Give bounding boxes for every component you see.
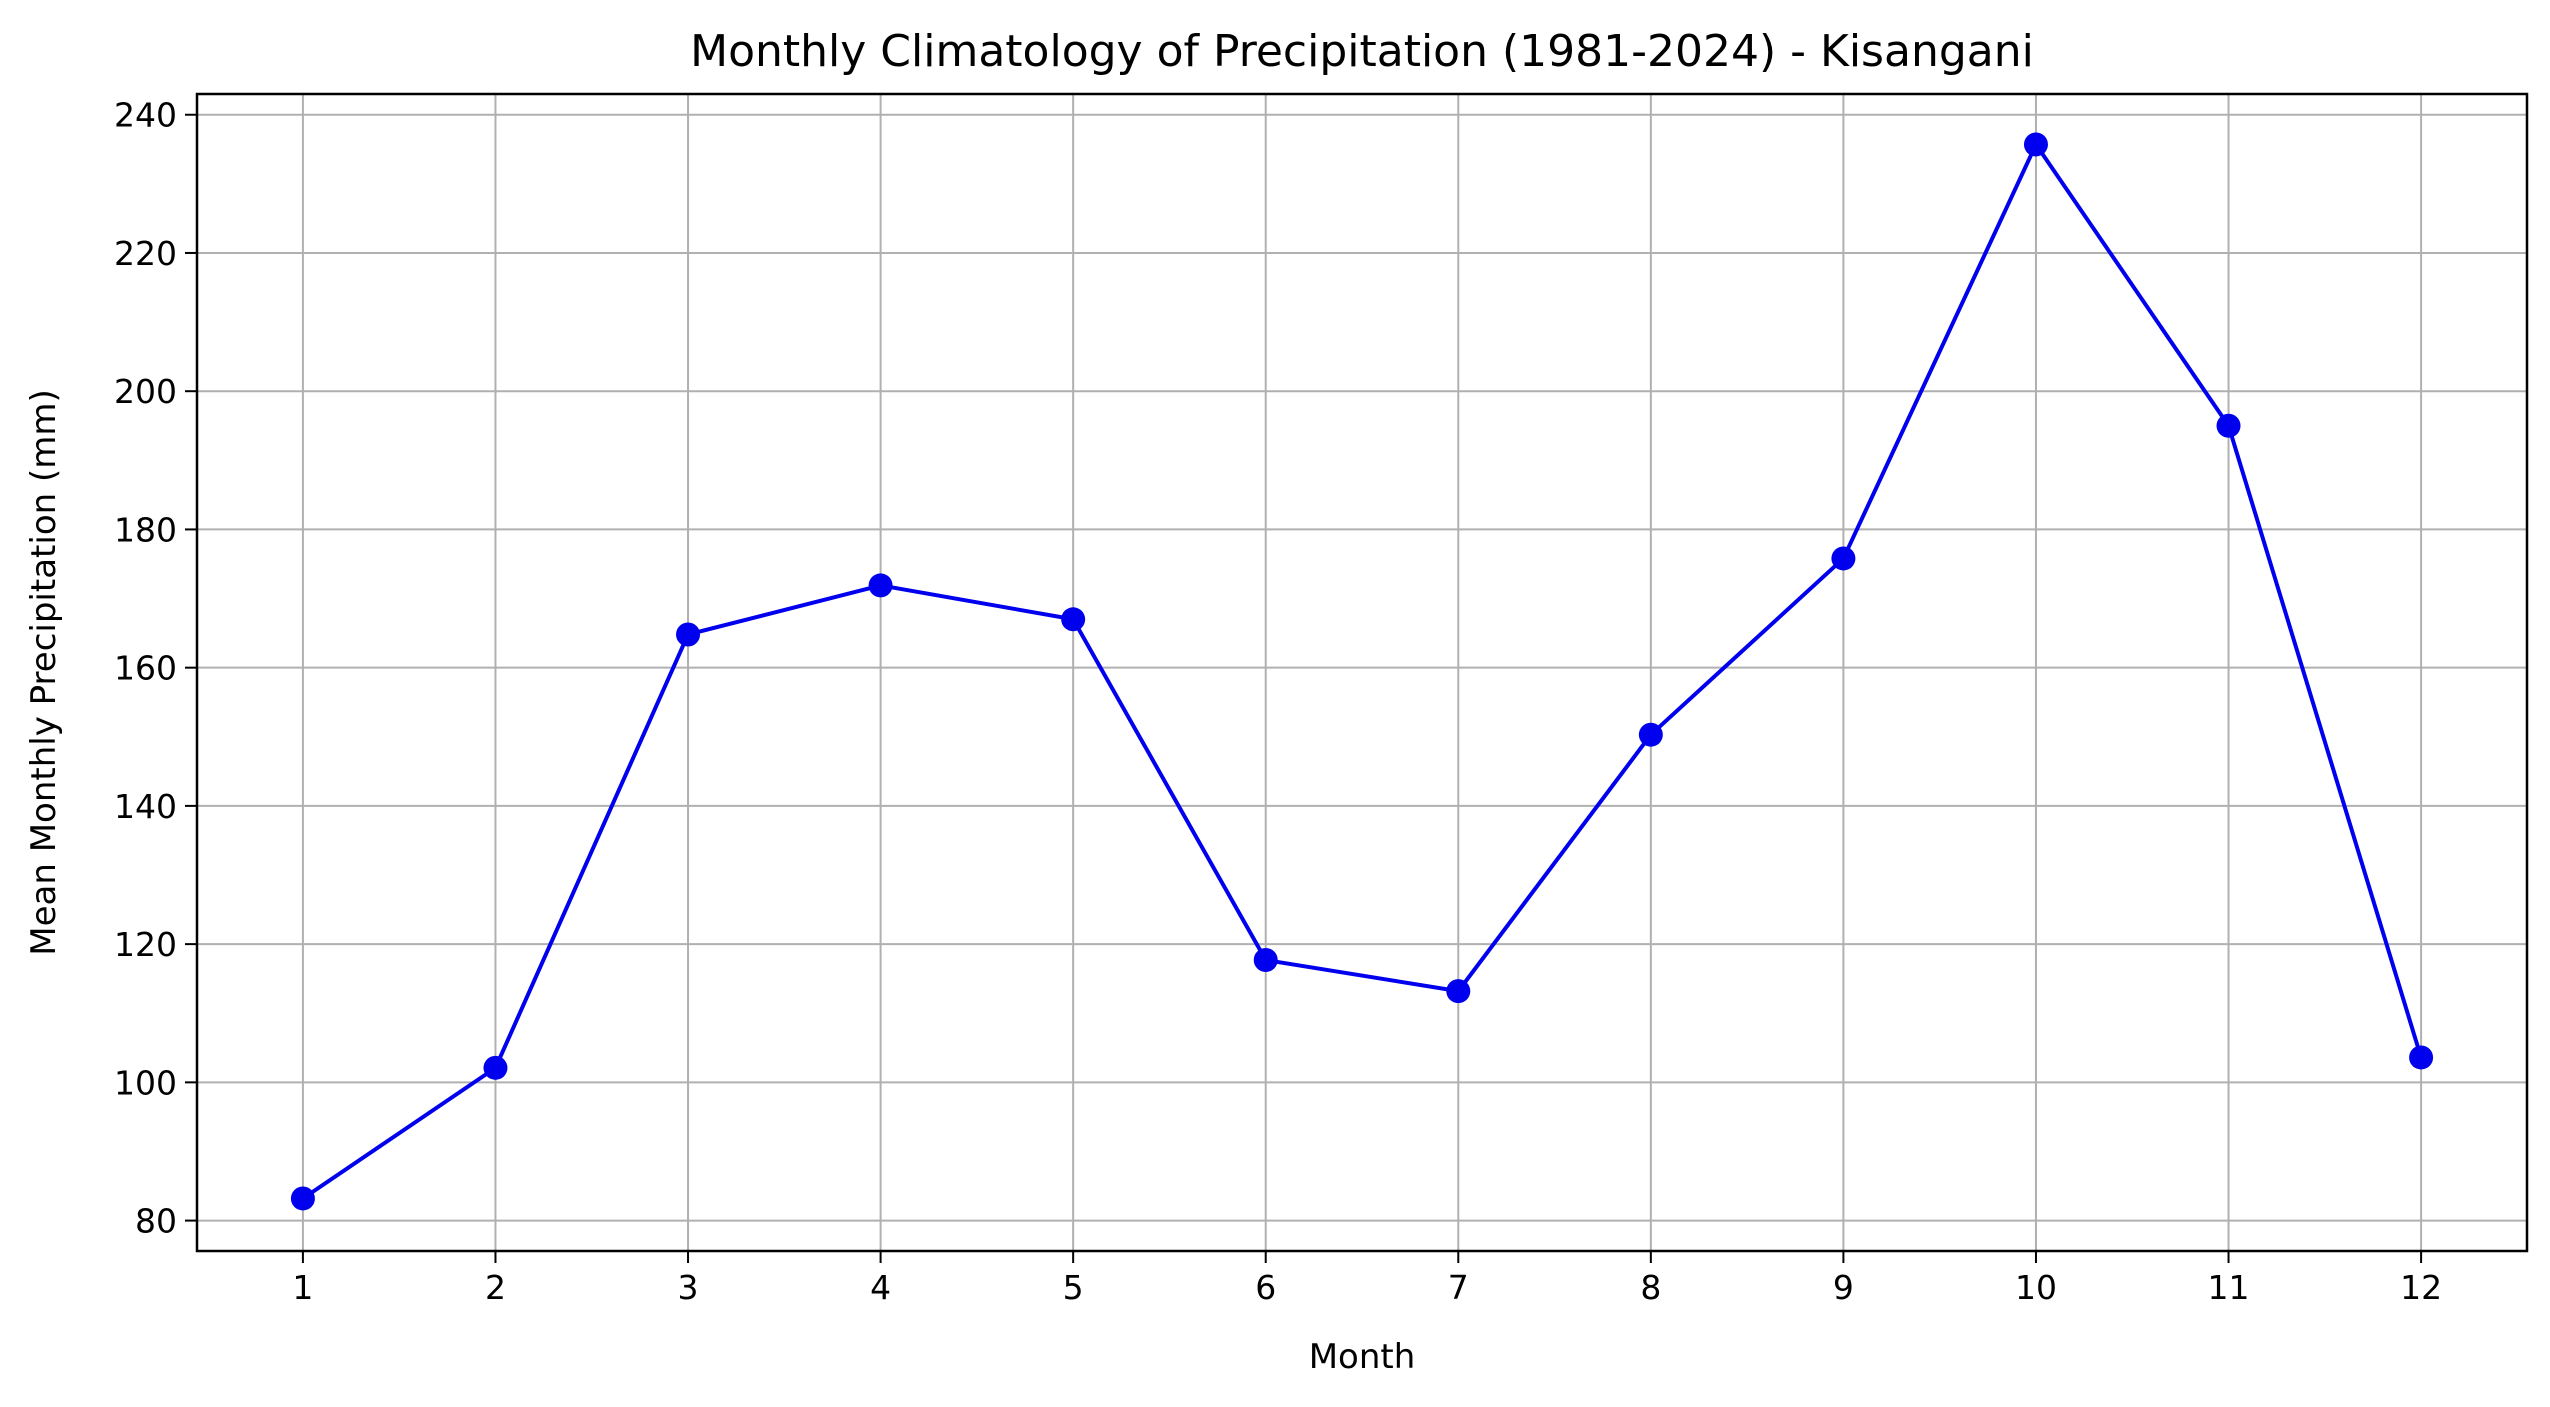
x-tick-label: 8: [1640, 1268, 1661, 1307]
data-point: [676, 622, 701, 647]
data-point: [1061, 607, 1086, 632]
x-tick-label: 4: [870, 1268, 891, 1307]
y-tick-label: 240: [114, 96, 177, 135]
x-tick-label: 12: [2400, 1268, 2442, 1307]
x-tick-label: 7: [1448, 1268, 1469, 1307]
y-axis-title: Mean Monthly Precipitation (mm): [24, 389, 64, 955]
y-tick-label: 200: [114, 372, 177, 411]
x-tick-label: 10: [2015, 1268, 2057, 1307]
data-point: [2023, 132, 2048, 157]
data-point: [483, 1055, 508, 1080]
x-tick-label: 6: [1255, 1268, 1276, 1307]
chart-title: Monthly Climatology of Precipitation (19…: [690, 26, 2034, 77]
x-axis-ticks: 1 2 3 4 5 6 7 8 9 10 11 12: [292, 1251, 2442, 1307]
x-tick-label: 2: [485, 1268, 506, 1307]
data-point: [1638, 722, 1663, 747]
x-tick-label: 5: [1063, 1268, 1084, 1307]
y-tick-label: 180: [114, 510, 177, 549]
x-tick-label: 1: [292, 1268, 313, 1307]
y-tick-label: 160: [114, 649, 177, 688]
y-axis-ticks: 80 100 120 140 160 180 200 220 240: [114, 96, 197, 1241]
y-tick-label: 80: [135, 1202, 177, 1241]
data-point: [290, 1186, 315, 1211]
y-tick-label: 120: [114, 925, 177, 964]
data-point: [2216, 413, 2241, 438]
series-layer: [290, 132, 2434, 1211]
x-tick-label: 3: [678, 1268, 699, 1307]
data-point: [1253, 948, 1278, 973]
y-tick-label: 220: [114, 234, 177, 273]
data-point: [2409, 1045, 2434, 1070]
y-tick-label: 100: [114, 1063, 177, 1102]
x-tick-label: 9: [1833, 1268, 1854, 1307]
data-point: [868, 573, 893, 598]
y-tick-label: 140: [114, 787, 177, 826]
x-tick-label: 11: [2208, 1268, 2250, 1307]
data-point: [1831, 546, 1856, 571]
plot-frame: [195, 92, 2529, 1253]
data-point: [1446, 979, 1471, 1004]
x-axis-title: Month: [1309, 1337, 1416, 1377]
grid-lines: [197, 94, 2527, 1251]
series-line: [301, 142, 2424, 1201]
